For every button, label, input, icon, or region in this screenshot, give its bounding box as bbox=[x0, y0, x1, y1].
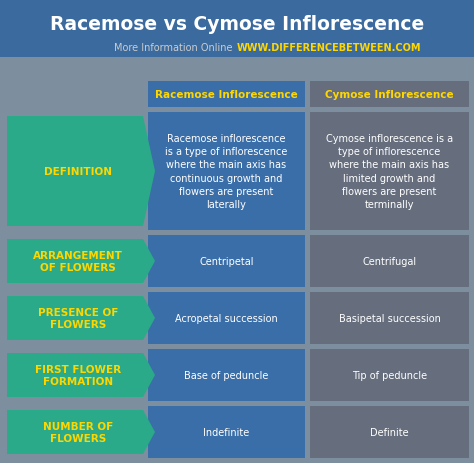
Text: Cymose Inflorescence: Cymose Inflorescence bbox=[325, 90, 454, 100]
Text: Acropetal succession: Acropetal succession bbox=[175, 313, 278, 323]
Text: Racemose Inflorescence: Racemose Inflorescence bbox=[155, 90, 298, 100]
Text: Definite: Definite bbox=[370, 427, 409, 437]
Bar bbox=[310, 349, 469, 401]
Text: Racemose vs Cymose Inflorescence: Racemose vs Cymose Inflorescence bbox=[50, 14, 424, 33]
Text: Centripetal: Centripetal bbox=[199, 257, 254, 266]
Text: Base of peduncle: Base of peduncle bbox=[184, 370, 269, 380]
Bar bbox=[5, 349, 157, 401]
Text: Indefinite: Indefinite bbox=[203, 427, 250, 437]
Text: More Information Online: More Information Online bbox=[115, 43, 233, 53]
Bar bbox=[0, 0, 474, 58]
Bar bbox=[5, 236, 157, 288]
Text: Basipetal succession: Basipetal succession bbox=[338, 313, 440, 323]
Bar bbox=[148, 82, 305, 108]
Bar bbox=[310, 113, 469, 231]
Text: PRESENCE OF
FLOWERS: PRESENCE OF FLOWERS bbox=[38, 307, 118, 330]
Polygon shape bbox=[7, 239, 155, 283]
Bar bbox=[310, 292, 469, 344]
Text: Cymose inflorescence is a
type of inflorescence
where the main axis has
limited : Cymose inflorescence is a type of inflor… bbox=[326, 134, 453, 210]
Text: ARRANGEMENT
OF FLOWERS: ARRANGEMENT OF FLOWERS bbox=[33, 250, 123, 273]
Bar bbox=[5, 113, 157, 231]
Bar bbox=[148, 236, 305, 288]
Bar bbox=[310, 406, 469, 458]
Bar bbox=[148, 113, 305, 231]
Bar bbox=[148, 406, 305, 458]
Text: Racemose inflorescence
is a type of inflorescence
where the main axis has
contin: Racemose inflorescence is a type of infl… bbox=[165, 134, 288, 210]
Polygon shape bbox=[7, 117, 155, 226]
Bar bbox=[5, 406, 157, 458]
Text: WWW.DIFFERENCEBETWEEN.COM: WWW.DIFFERENCEBETWEEN.COM bbox=[237, 43, 421, 53]
Text: DEFINITION: DEFINITION bbox=[44, 167, 112, 176]
Text: Centrifugal: Centrifugal bbox=[363, 257, 417, 266]
Text: Tip of peduncle: Tip of peduncle bbox=[352, 370, 427, 380]
Polygon shape bbox=[7, 353, 155, 397]
Bar bbox=[310, 82, 469, 108]
Bar bbox=[148, 349, 305, 401]
Polygon shape bbox=[7, 410, 155, 454]
Bar bbox=[310, 236, 469, 288]
Bar bbox=[5, 292, 157, 344]
Text: FIRST FLOWER
FORMATION: FIRST FLOWER FORMATION bbox=[35, 364, 121, 386]
Text: NUMBER OF
FLOWERS: NUMBER OF FLOWERS bbox=[43, 421, 113, 443]
Bar bbox=[148, 292, 305, 344]
Polygon shape bbox=[7, 296, 155, 340]
